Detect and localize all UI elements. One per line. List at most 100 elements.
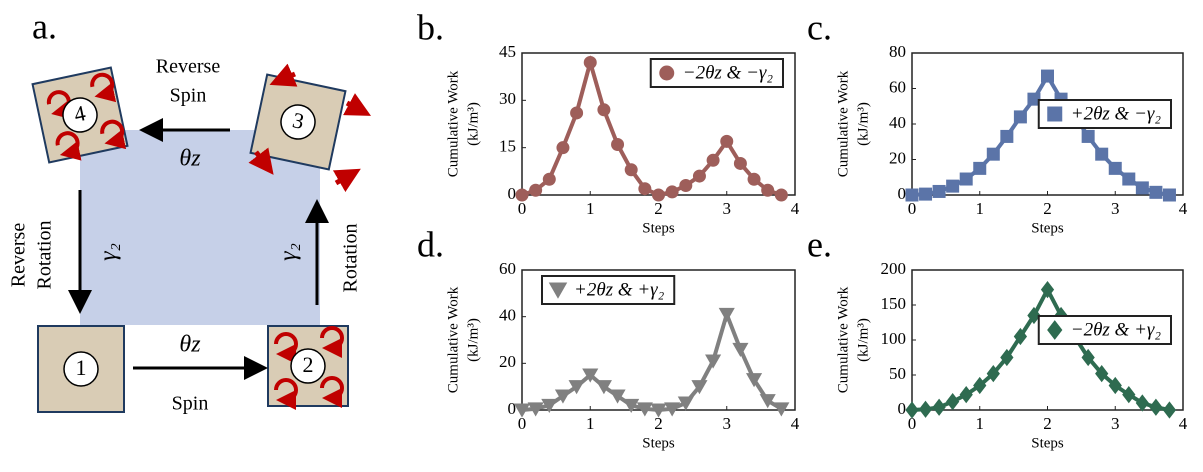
marker	[542, 172, 556, 186]
x-tick-label: 0	[518, 199, 527, 218]
node-label: 4	[72, 100, 88, 127]
marker	[1162, 188, 1176, 202]
marker	[1122, 172, 1136, 186]
marker	[570, 106, 584, 120]
marker	[919, 187, 933, 201]
rotation-arrows	[248, 63, 372, 193]
node: 4	[31, 66, 129, 164]
marker	[761, 183, 775, 197]
y-tick-label: 60	[889, 77, 906, 96]
marker	[554, 389, 572, 404]
x-tick-label: 2	[654, 414, 663, 433]
y-tick-label: 100	[881, 329, 907, 348]
marker	[1000, 348, 1014, 367]
y-tick-label: 0	[898, 399, 907, 418]
y-tick-label: 45	[499, 42, 516, 61]
marker	[773, 402, 790, 417]
marker	[659, 65, 675, 81]
x-tick-label: 4	[1179, 414, 1188, 433]
panel-label: e.	[807, 224, 832, 264]
marker	[946, 392, 960, 411]
marker	[973, 376, 987, 395]
marker	[905, 188, 919, 202]
marker	[932, 184, 946, 198]
marker	[1122, 385, 1136, 404]
marker	[1162, 401, 1177, 419]
x-tick-label: 3	[723, 414, 732, 433]
x-axis-label: Steps	[1031, 435, 1064, 451]
legend: −2θz & +γ₂	[1037, 315, 1172, 345]
y-axis-label: (kJ/m³)	[855, 102, 871, 146]
legend-label: −2θz & −γ₂	[683, 62, 774, 83]
marker	[959, 385, 973, 404]
x-tick-label: 2	[1043, 199, 1052, 218]
node: 3	[249, 73, 347, 171]
legend-label: +2θz & −γ₂	[1071, 103, 1162, 124]
marker	[1135, 181, 1149, 195]
marker	[556, 141, 570, 155]
marker	[1013, 327, 1028, 346]
y-axis-label: (kJ/m³)	[465, 318, 481, 362]
marker	[611, 138, 625, 152]
edge-label: Reverse	[156, 56, 221, 78]
y-tick-label: 40	[499, 306, 516, 325]
x-tick-label: 3	[1111, 199, 1120, 218]
marker	[1013, 110, 1027, 124]
marker	[718, 307, 735, 322]
marker	[1149, 398, 1163, 416]
marker	[1108, 161, 1122, 175]
legend-label: −2θz & +γ₂	[1071, 319, 1162, 340]
y-tick-label: 0	[508, 184, 517, 203]
panel-label: d.	[417, 224, 444, 264]
y-tick-label: 15	[499, 137, 516, 156]
marker	[733, 156, 747, 170]
marker	[636, 402, 653, 417]
marker	[677, 396, 694, 411]
marker	[1081, 348, 1095, 367]
marker	[918, 400, 933, 418]
marker	[986, 364, 1000, 383]
y-axis-label: Cumulative Work	[445, 286, 461, 393]
edge-label: Rotation	[340, 224, 362, 293]
marker	[959, 172, 973, 186]
marker	[1095, 364, 1109, 383]
x-tick-label: 0	[908, 414, 917, 433]
marker	[624, 163, 638, 177]
marker	[973, 161, 987, 175]
edge-symbol: θz	[179, 332, 201, 358]
marker	[932, 398, 946, 416]
node-label: 2	[303, 352, 314, 377]
marker	[1149, 185, 1163, 199]
chart: e. 0 1 2 3 4 0 50 100 150 200 Steps Cumulative Work(…	[807, 224, 1188, 451]
marker	[597, 103, 611, 117]
marker	[732, 342, 749, 357]
x-axis-label: Steps	[642, 435, 675, 451]
marker	[691, 380, 708, 395]
node: 1	[37, 325, 125, 413]
marker	[583, 55, 597, 69]
marker	[759, 394, 776, 409]
diagram: a. 4 3 1	[8, 6, 372, 415]
marker	[652, 188, 665, 202]
node: 2	[267, 325, 349, 410]
legend-box	[541, 275, 676, 305]
edge-label: Spin	[172, 393, 209, 415]
y-tick-label: 0	[508, 399, 517, 418]
marker	[946, 179, 960, 193]
legend: −2θz & −γ₂	[649, 58, 784, 88]
x-tick-label: 1	[976, 199, 985, 218]
marker	[609, 389, 626, 404]
marker	[1000, 129, 1014, 143]
marker	[665, 185, 679, 199]
marker	[692, 169, 706, 183]
legend-label: +2θz & +γ₂	[574, 279, 665, 300]
marker	[1040, 280, 1055, 299]
x-tick-label: 1	[586, 199, 595, 218]
marker	[1108, 376, 1122, 395]
node-label: 1	[76, 355, 87, 380]
y-tick-label: 50	[889, 364, 906, 383]
panel-label: b.	[417, 7, 444, 47]
marker	[527, 402, 544, 417]
y-axis-label: (kJ/m³)	[855, 318, 871, 362]
